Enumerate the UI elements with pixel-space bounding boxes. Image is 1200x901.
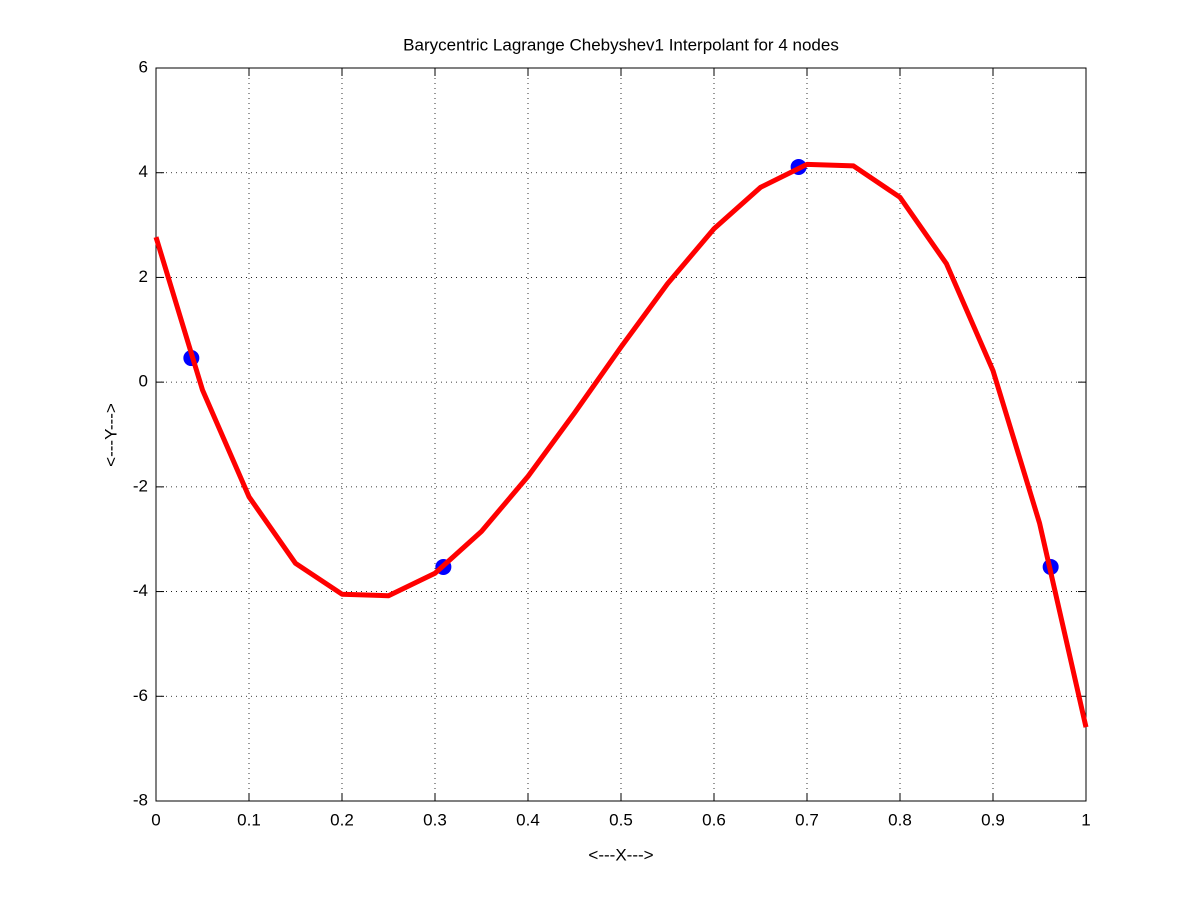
x-tick-label: 0.1 (237, 810, 261, 829)
y-tick-label: 2 (139, 267, 148, 286)
curve (153, 161, 1089, 728)
x-tick-label: 0.3 (423, 810, 447, 829)
x-tick-label: 0.8 (888, 810, 912, 829)
y-tick-label: 4 (139, 162, 148, 181)
x-tick-label: 0.2 (330, 810, 354, 829)
y-tick-label: -2 (133, 476, 148, 495)
chart-title: Barycentric Lagrange Chebyshev1 Interpol… (403, 35, 839, 54)
plot-frame (155, 67, 1087, 802)
x-tick-label: 0.5 (609, 810, 633, 829)
y-tick-label: -4 (133, 581, 148, 600)
x-tick-label: 1 (1081, 810, 1090, 829)
y-tick-label: 6 (139, 57, 148, 76)
y-tick-label: -6 (133, 686, 148, 705)
x-tick-label: 0 (151, 810, 160, 829)
x-tick-label: 0.6 (702, 810, 726, 829)
x-tick-label: 0.7 (795, 810, 819, 829)
x-tick-label: 0.4 (516, 810, 540, 829)
y-tick-label: 0 (139, 372, 148, 391)
x-axis-label: <---X---> (588, 845, 653, 864)
y-axis-label: <---Y---> (101, 403, 120, 467)
x-tick-label: 0.9 (981, 810, 1005, 829)
y-tick-label: -8 (133, 790, 148, 809)
